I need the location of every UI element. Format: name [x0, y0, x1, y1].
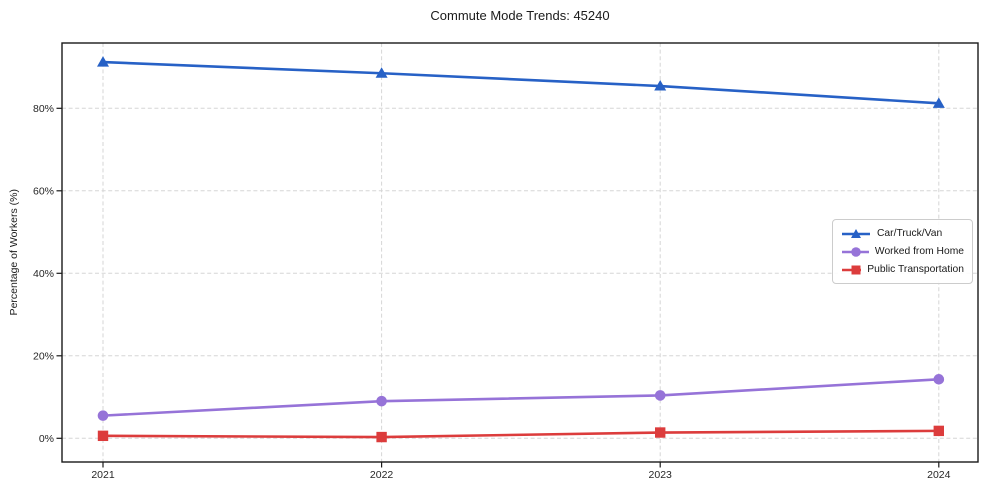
legend-label: Public Transportation	[867, 264, 964, 275]
legend-marker-triangle-icon	[842, 228, 870, 238]
data-point-triangle	[97, 56, 109, 67]
y-tick-label: 40%	[33, 268, 54, 280]
x-tick-label: 2022	[370, 469, 394, 481]
legend-marker-circle-icon	[842, 246, 869, 257]
series-line-triangle	[101, 60, 941, 105]
y-tick-label: 80%	[33, 103, 54, 115]
data-point-circle	[654, 390, 666, 401]
x-tick-label: 2023	[649, 469, 673, 481]
x-tick-label: 2024	[927, 469, 951, 481]
legend-item: Worked from Home	[841, 244, 964, 259]
data-point-circle	[933, 374, 945, 385]
data-point-circle	[97, 410, 109, 421]
axes-frame	[61, 42, 979, 463]
data-point-triangle	[654, 80, 667, 91]
series-line-square	[101, 429, 941, 439]
legend-label: Car/Truck/Van	[877, 228, 943, 239]
y-tick-label: 0%	[39, 433, 54, 445]
series-line-circle	[101, 378, 941, 417]
legend-marker-square-icon	[842, 265, 862, 274]
data-point-circle	[376, 395, 387, 407]
data-point-triangle	[375, 67, 388, 78]
x-tick-label: 2021	[91, 469, 115, 481]
legend-label: Worked from Home	[874, 246, 964, 257]
data-point-square	[655, 427, 666, 438]
data-point-square	[97, 430, 109, 442]
chart-title: Commute Mode Trends: 45240	[430, 8, 610, 23]
data-point-square	[933, 425, 944, 437]
y-tick-label: 20%	[33, 350, 54, 362]
y-tick-label: 60%	[33, 185, 54, 197]
legend: Car/Truck/Van Worked from Home Public Tran…	[832, 219, 973, 284]
data-point-triangle	[932, 97, 945, 108]
legend-item: Public Transportation	[841, 262, 964, 277]
legend-item: Car/Truck/Van	[841, 226, 964, 241]
data-point-square	[376, 431, 387, 443]
